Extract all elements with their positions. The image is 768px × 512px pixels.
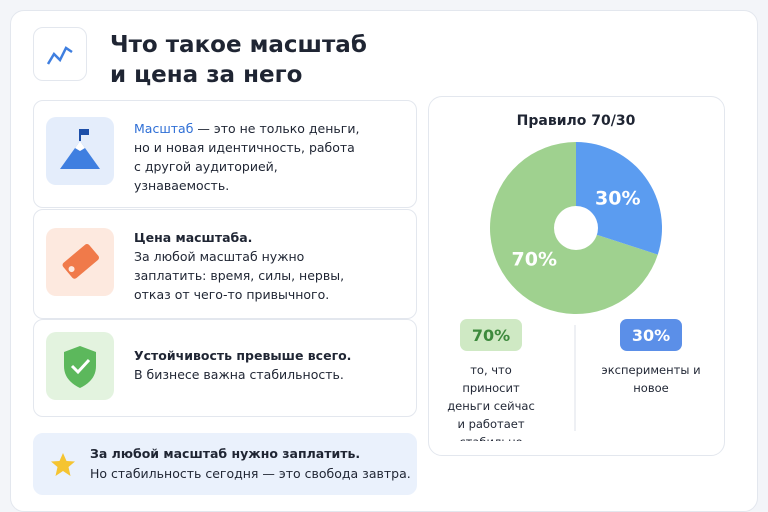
legend-item: эксперименты и новое bbox=[601, 363, 701, 395]
chart-panel: Правило 70/30 70% 30% 70% то, что приносит … bbox=[428, 96, 725, 456]
badge-label: 30% bbox=[632, 326, 670, 345]
chart: Правило 70/30 70% 30% 70% то, что приносит … bbox=[447, 113, 701, 441]
note: За любой масштаб нужно заплатить. Но стаб… bbox=[33, 433, 417, 495]
card: Цена масштаба. За любой масштаб нужно зап… bbox=[33, 209, 417, 319]
text: В бизнесе важна стабильность. bbox=[134, 367, 344, 382]
slice-label: 30% bbox=[595, 188, 640, 210]
chart-title: Правило 70/30 bbox=[517, 113, 636, 129]
legend-text: эксперименты и новое bbox=[601, 363, 701, 395]
logo bbox=[33, 27, 87, 81]
pie-hole bbox=[554, 206, 598, 250]
title-line: и цена за него bbox=[110, 62, 303, 88]
badge-label: 70% bbox=[472, 326, 510, 345]
text: — это не только деньги, но и новая идент… bbox=[134, 121, 360, 193]
slice-label: 70% bbox=[512, 248, 557, 270]
card-text: Устойчивость превыше всего. В бизнесе важ… bbox=[134, 346, 364, 384]
term: Масштаб bbox=[134, 121, 194, 136]
term: Цена масштаба. bbox=[134, 230, 253, 245]
card: Масштаб — это не только деньги, но и нов… bbox=[33, 100, 417, 208]
card: Устойчивость превыше всего. В бизнесе важ… bbox=[33, 319, 417, 417]
note-bold: За любой масштаб нужно заплатить. bbox=[90, 446, 361, 461]
card-text: Цена масштаба. За любой масштаб нужно зап… bbox=[134, 228, 364, 304]
badge bbox=[620, 319, 682, 351]
title: Что такое масштаб и цена за него bbox=[110, 30, 367, 90]
note-text: Но стабильность сегодня — это свобода за… bbox=[90, 466, 411, 481]
legend-item: то, что приносит деньги сейчас и работае… bbox=[447, 363, 535, 441]
title-line: Что такое масштаб bbox=[110, 32, 367, 58]
legend-text: то, что приносит деньги сейчас и работае… bbox=[447, 363, 535, 441]
term: Устойчивость превыше всего. bbox=[134, 348, 352, 363]
text: За любой масштаб нужно заплатить: время,… bbox=[134, 249, 345, 302]
icon bbox=[46, 117, 114, 185]
card-text: Масштаб — это не только деньги, но и нов… bbox=[134, 119, 364, 195]
icon bbox=[46, 228, 114, 296]
badge bbox=[460, 319, 522, 351]
icon bbox=[46, 332, 114, 400]
